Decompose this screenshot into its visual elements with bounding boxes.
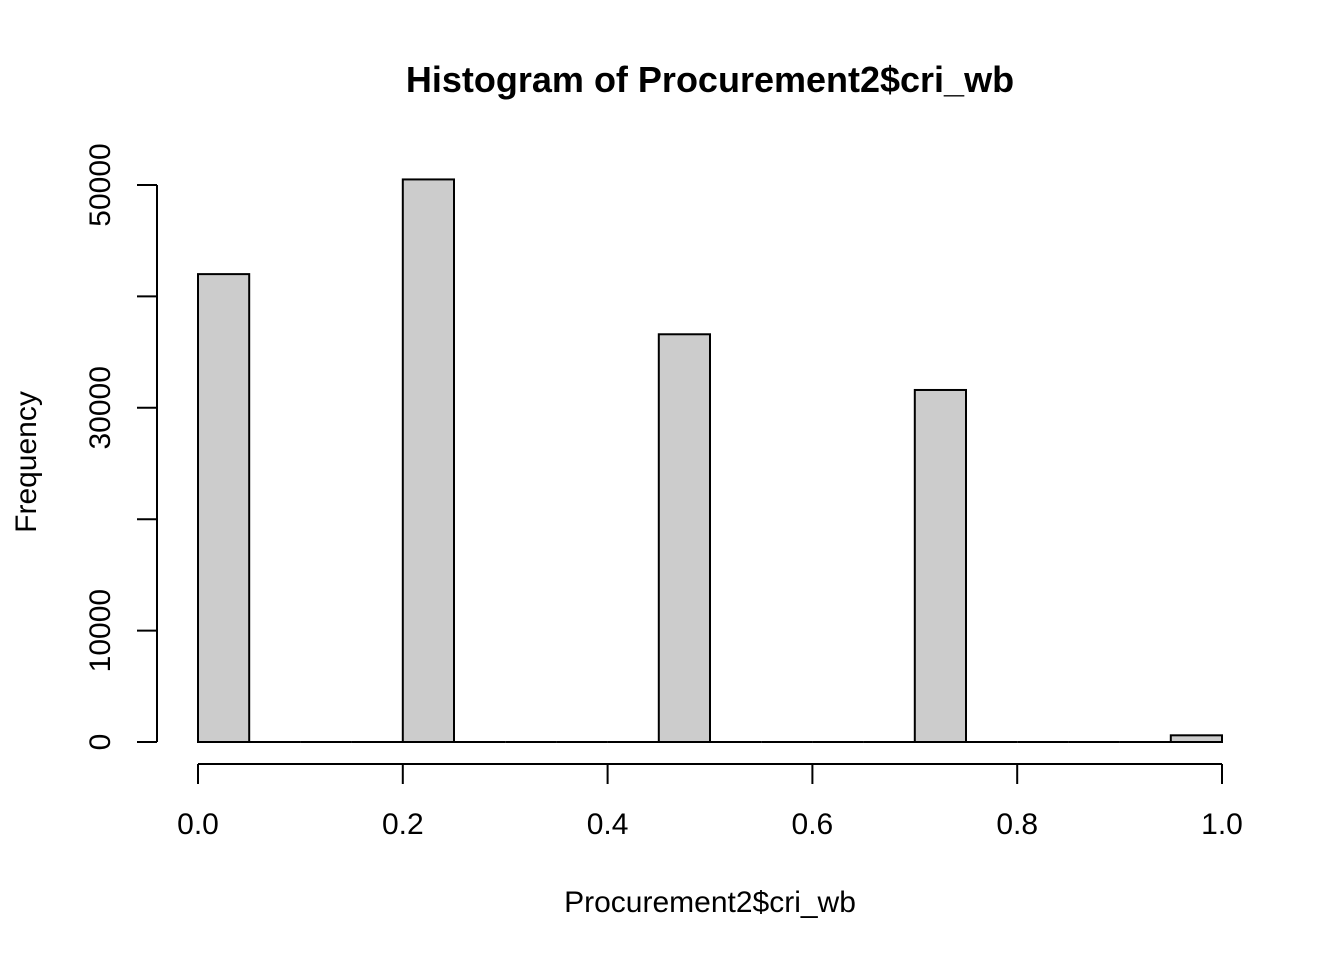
chart-title: Histogram of Procurement2$cri_wb <box>406 59 1014 100</box>
x-tick-label: 0.8 <box>996 808 1038 841</box>
histogram-bar <box>1169 734 1224 743</box>
x-axis-label: Procurement2$cri_wb <box>564 886 856 919</box>
histogram-bar <box>913 388 967 743</box>
histogram-bar <box>657 333 711 743</box>
y-axis: 0 10000 30000 50000 <box>84 143 158 751</box>
histogram-bar <box>197 273 251 743</box>
y-tick-label: 30000 <box>84 366 117 449</box>
x-tick-label: 0.6 <box>792 808 834 841</box>
histogram-bar <box>401 178 455 743</box>
x-tick-label: 0.0 <box>177 808 219 841</box>
x-tick-label: 0.4 <box>587 808 629 841</box>
bars-group <box>197 178 1224 743</box>
y-tick-label: 50000 <box>84 143 117 226</box>
y-tick-label: 10000 <box>84 589 117 672</box>
x-tick-label: 0.2 <box>382 808 424 841</box>
x-axis: 0.0 0.2 0.4 0.6 0.8 1.0 <box>177 763 1243 841</box>
x-tick-label: 1.0 <box>1201 808 1243 841</box>
y-axis-label: Frequency <box>10 391 43 533</box>
y-tick-label: 0 <box>84 734 117 751</box>
